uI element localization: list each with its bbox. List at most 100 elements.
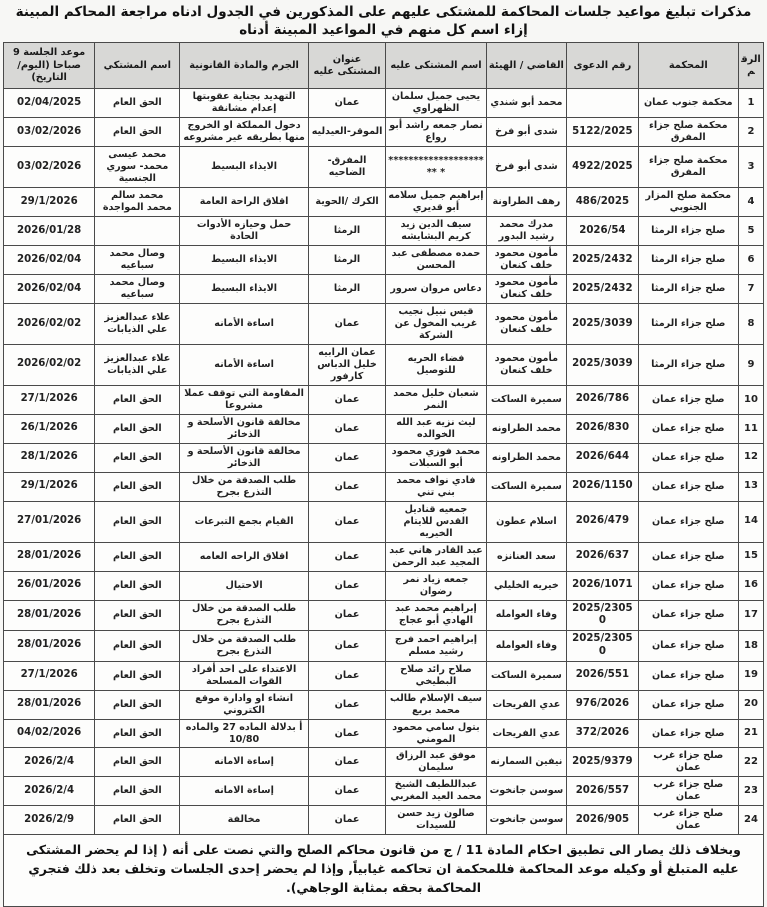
cell-address: عمان [307,747,387,778]
cell-judge: سعد العنانزه [485,541,568,572]
cell-case-no: 2026/786 [566,384,639,415]
cell-defendant: إبراهيم احمد فرج رشيد مسلم [385,630,487,662]
cell-defendant: نصار جمعه راشد أبو رواع [385,117,487,148]
table-row: 18 صلح جزاء عمان 2025/23050 وفاء العوامله إب… [2,630,765,662]
cell-judge: مأمون محمود خلف كنعان [485,343,568,386]
cell-case-no: 4922/2025 [566,146,639,189]
cell-crime: الايذاء البسيط [179,273,309,304]
table-row: 20 صلح جزاء عمان 976/2026 عدي الفريحات سيف ا… [2,689,765,720]
cell-defendant: صلاح رائد صلاح البطيخي [385,660,487,691]
header-number: الرقم [737,42,765,90]
cell-num: 2 [737,117,765,148]
cell-num: 6 [737,244,765,275]
cell-court: محكمة جنوب عمان [637,88,739,119]
cell-defendant: صالون زيد حسن للسيدات [385,805,487,836]
cell-address: عمان [307,630,387,662]
header-crime-article: الجرم والمادة القانونية [179,42,309,90]
cell-crime: دخول المملكة او الخروج منها بطريقه غير م… [179,117,309,148]
cell-case-no: 2025/23050 [566,630,639,662]
cell-complainant: الحق العام [94,570,181,601]
cell-date: 28/01/2026 [2,599,96,632]
cell-crime: إساءة الامانه [179,776,309,807]
cell-address: عمان [307,541,387,572]
cell-address: المفرق- الضاحيه [307,146,387,189]
cell-judge: سميرة الساكت [485,471,568,502]
table-row: 8 صلح جزاء الرمثا 2025/3039 مأمون محمود خلف… [2,302,765,345]
table-row: 13 صلح جزاء عمان 2026/1150 سميرة الساكت فادي… [2,471,765,502]
cell-crime: القيام بجمع التبرعات [179,500,309,543]
cell-date: 28/01/2026 [2,541,96,572]
cell-address: عمان [307,384,387,415]
cell-case-no: 2025/3039 [566,343,639,386]
cell-defendant: حمده مصطفى عبد المحسن [385,244,487,275]
cell-num: 18 [737,630,765,662]
cell-num: 23 [737,776,765,807]
cell-defendant: محمد فوزي محمود أبو السبلات [385,442,487,473]
cell-defendant: شعبان خليل محمد النمر [385,384,487,415]
cell-crime: الايذاء البسيط [179,244,309,275]
cell-complainant: الحق العام [94,776,181,807]
court-hearings-table: الرقم المحكمة رقم الدعوى القاضي / الهيئة… [2,42,765,836]
cell-case-no: 2026/551 [566,660,639,691]
header-defendant-address: عنوان المشتكى عليه [307,42,387,90]
cell-date: 04/02/2026 [2,718,96,749]
table-row: 6 صلح جزاء الرمثا 2025/2432 مأمون محمود خلف… [2,244,765,275]
cell-crime: انشاء او وادارة موقع الكتروني [179,689,309,720]
cell-complainant: وصال محمد سباعيه [94,273,181,304]
cell-complainant: محمد عيسى محمد- سوري الجنسية [94,146,181,189]
cell-judge: خيريه الخليلي [485,570,568,601]
cell-num: 14 [737,500,765,543]
table-row: 4 محكمة صلح المزار الجنوبي 486/2025 رهف الط… [2,187,765,217]
cell-judge: مأمون محمود خلف كنعان [485,244,568,275]
cell-crime: حمل وحيازه الأدوات الحادة [179,216,309,246]
cell-date: 26/01/2026 [2,570,96,601]
cell-num: 10 [737,384,765,415]
cell-crime: الاعتداء على احد أفراد القوات المسلحة [179,660,309,691]
cell-court: صلح جزاء عمان [637,689,739,720]
cell-date: 2026/02/02 [2,302,96,345]
cell-address: عمان [307,660,387,691]
cell-complainant: الحق العام [94,689,181,720]
cell-address: عمان [307,413,387,444]
cell-crime: طلب الصدقة من خلال التذرع بجرح [179,471,309,502]
cell-date: 02/04/2025 [2,88,96,119]
cell-date: 2026/02/04 [2,244,96,275]
cell-num: 19 [737,660,765,691]
cell-court: صلح جزاء عمان [637,442,739,473]
cell-complainant: الحق العام [94,718,181,749]
cell-crime: الاحتيال [179,570,309,601]
cell-court: صلح جزاء عمان [637,500,739,543]
cell-court: صلح جزاء الرمثا [637,343,739,386]
cell-defendant: إبراهيم جميل سلامه أبو قديري [385,187,487,217]
cell-address: الموقر-العيدليه [307,117,387,148]
cell-date: 28/01/2026 [2,689,96,720]
cell-crime: مخالفة قانون الأسلحة و الذخائر [179,442,309,473]
cell-court: محكمة صلح المزار الجنوبي [637,187,739,217]
cell-complainant: الحق العام [94,630,181,662]
table-row: 3 محكمة صلح جزاء المفرق 4922/2025 شدى أبو ف… [2,146,765,189]
table-row: 21 صلح جزاء عمان 372/2026 عدي الفريحات بتول … [2,718,765,749]
cell-complainant: الحق العام [94,442,181,473]
cell-num: 15 [737,541,765,572]
cell-num: 4 [737,187,765,217]
cell-num: 3 [737,146,765,189]
cell-num: 11 [737,413,765,444]
cell-crime: مخالفة [179,805,309,836]
table-row: 23 صلح جزاء غرب عمان 2026/557 سوسن جانخوت عب… [2,776,765,807]
cell-address: الرمثا [307,244,387,275]
cell-num: 20 [737,689,765,720]
cell-crime: اساءة الأمانه [179,343,309,386]
cell-court: صلح جزاء عمان [637,384,739,415]
cell-judge: محمد أبو شندي [485,88,568,119]
table-row: 7 صلح جزاء الرمثا 2025/2432 مأمون محمود خلف… [2,273,765,304]
cell-judge: مأمون محمود خلف كنعان [485,273,568,304]
cell-court: صلح جزاء عمان [637,570,739,601]
cell-court: صلح جزاء الرمثا [637,302,739,345]
cell-address: عمان [307,776,387,807]
table-row: 17 صلح جزاء عمان 2025/23050 وفاء العوامله إب… [2,599,765,632]
cell-address: عمان [307,500,387,543]
cell-defendant: عبداللطيف الشيخ محمد العيد المغربي [385,776,487,807]
cell-num: 22 [737,747,765,778]
cell-case-no: 372/2026 [566,718,639,749]
cell-defendant: عبد القادر هاني عبد المجيد عبد الرحمن [385,541,487,572]
